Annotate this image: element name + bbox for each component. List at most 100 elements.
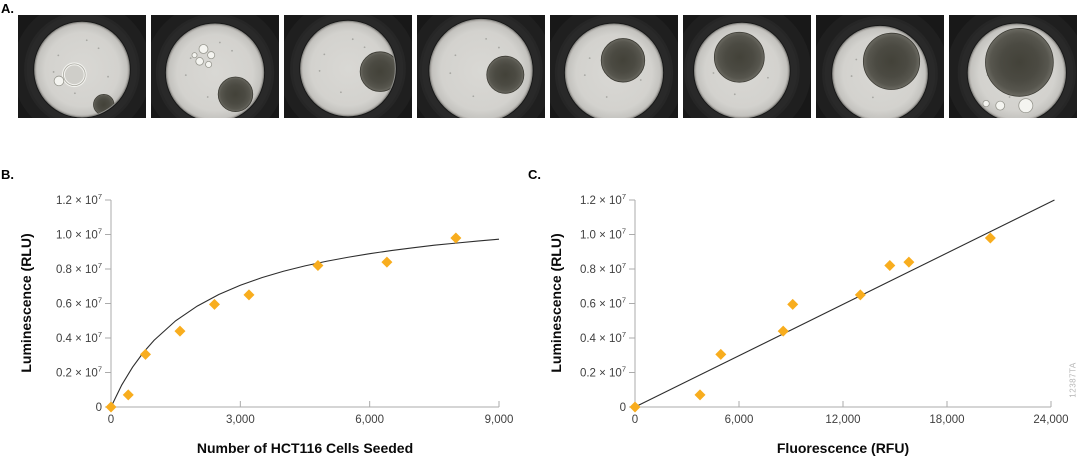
debris-speck (323, 53, 326, 56)
data-point-diamond (715, 348, 727, 360)
well-vignette (822, 15, 938, 118)
microscopy-well-image (949, 15, 1077, 118)
tick-label: 0 (96, 402, 102, 414)
spheroid (359, 51, 395, 92)
spheroid (486, 55, 525, 94)
debris-speck (218, 41, 221, 44)
bubble (195, 57, 204, 66)
well-contents (712, 31, 769, 96)
debris-speck (588, 57, 591, 59)
debris-speck (339, 91, 342, 94)
bubble (995, 100, 1006, 111)
well-contents (318, 38, 395, 94)
data-point-diamond (787, 298, 799, 310)
tick-label: 9,000 (485, 414, 514, 426)
well-vignette (419, 15, 543, 118)
spheroid (862, 32, 921, 90)
tick-label: 1.2 × 107 (580, 192, 626, 207)
well (300, 20, 396, 117)
microscopy-well-image (284, 15, 412, 118)
debris-speck (850, 75, 853, 77)
tick-label: 1.2 × 107 (56, 192, 102, 207)
chart-b-y-axis-title: Luminescence (RLU) (18, 233, 34, 373)
tick-label: 0.4 × 107 (56, 330, 102, 345)
bubble (205, 60, 213, 68)
tick-label: 3,000 (226, 414, 255, 426)
debris-speck (351, 38, 354, 41)
well-contents (982, 28, 1054, 114)
well-contents (583, 38, 646, 98)
spheroid (600, 38, 646, 83)
tick-label: 0 (632, 414, 638, 426)
debris-speck (85, 39, 88, 42)
data-point-diamond (105, 401, 117, 413)
well-contents (184, 41, 254, 112)
debris-speck (1008, 96, 1011, 98)
debris-speck (73, 92, 76, 95)
well-vignette-outer (18, 15, 146, 118)
well-vignette-outer (683, 15, 811, 118)
tick-label: 0.8 × 107 (580, 261, 626, 276)
well-contents (850, 32, 921, 99)
well-vignette (684, 15, 800, 118)
bubble (982, 99, 990, 108)
well-vignette-outer (550, 15, 678, 118)
tick-label: 0.6 × 107 (580, 296, 626, 311)
debris-speck (498, 46, 500, 49)
data-point-diamond (208, 298, 220, 310)
microscopy-image-strip (18, 15, 1077, 118)
data-point-diamond (381, 256, 393, 268)
data-point-diamond (450, 232, 462, 244)
well-vignette-outer (284, 15, 412, 118)
data-point-diamond (777, 325, 789, 337)
debris-speck (583, 74, 586, 77)
debris-speck (871, 96, 874, 99)
well-vignette (155, 15, 275, 118)
debris-speck (97, 47, 100, 50)
spheroid (713, 31, 765, 83)
bubble (207, 51, 216, 60)
microscopy-well-image (417, 15, 545, 118)
spheroid (985, 28, 1054, 97)
well-contents (449, 37, 525, 98)
tick-label: 0.8 × 107 (56, 261, 102, 276)
tick-label: 6,000 (355, 414, 384, 426)
well-contents (52, 39, 115, 116)
tick-label: 1.0 × 107 (580, 227, 626, 242)
debris-speck (107, 75, 109, 78)
debris-speck (639, 79, 642, 81)
chart-c-y-axis-title: Luminescence (RLU) (548, 233, 564, 373)
debris-speck (52, 71, 55, 73)
trendline-saturation-curve (110, 238, 500, 408)
tick-label: 1.0 × 107 (56, 227, 102, 242)
debris-speck (712, 72, 715, 74)
panel-a-label: A. (1, 1, 14, 16)
well-vignette-outer (949, 15, 1077, 118)
data-point-diamond (312, 260, 324, 272)
debris-speck (363, 46, 366, 49)
data-point-diamond (903, 256, 915, 268)
microscopy-well-image (18, 15, 146, 118)
debris-speck (231, 49, 233, 52)
data-point-diamond (174, 325, 186, 337)
tick-label: 12,000 (825, 414, 860, 426)
bubble (191, 52, 198, 59)
chart-b-x-axis-title: Number of HCT116 Cells Seeded (196, 440, 414, 456)
debris-speck (57, 54, 60, 57)
microscopy-well-image (550, 15, 678, 118)
tick-label: 0.6 × 107 (56, 296, 102, 311)
tick-label: 6,000 (725, 414, 754, 426)
microscopy-well-image (151, 15, 279, 118)
debris-speck (485, 37, 488, 40)
well-vignette-outer (816, 15, 944, 118)
well-vignette (554, 15, 674, 118)
debris-speck (189, 57, 192, 59)
debris-speck (184, 74, 187, 77)
well-vignette-outer (151, 15, 279, 118)
data-point-diamond (139, 348, 151, 360)
tick-label: 24,000 (1033, 414, 1068, 426)
well-vignette (957, 15, 1076, 118)
well-vignette (24, 15, 140, 118)
debris-speck (767, 76, 769, 79)
